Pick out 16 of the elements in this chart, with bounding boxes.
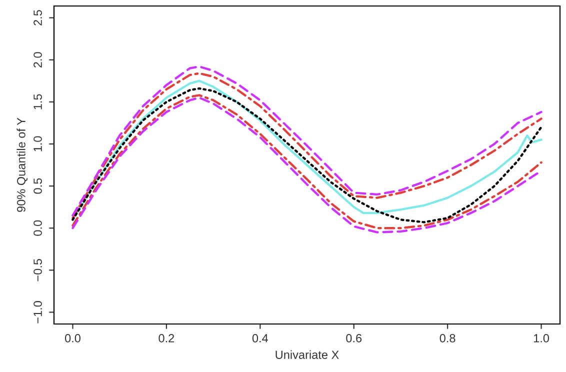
x-tick-label: 0.2 [158, 334, 174, 342]
y-tick-label: −0.5 [34, 259, 42, 282]
x-tick-label: 0.6 [346, 334, 362, 342]
y-tick-label: 1.5 [34, 94, 42, 110]
y-tick-label: −1.0 [34, 301, 42, 324]
x-axis-title: Univariate X [276, 350, 339, 359]
x-tick-label: 1.0 [534, 334, 550, 342]
y-tick-label: 1.0 [34, 136, 42, 152]
y-tick-label: 0.0 [34, 220, 42, 236]
y-tick-label: 0.5 [34, 178, 42, 194]
x-tick-label: 0.4 [252, 334, 268, 342]
y-tick-label: 2.5 [34, 10, 42, 26]
x-tick-label: 0.0 [64, 334, 80, 342]
y-tick-label: 2.0 [34, 52, 42, 68]
y-axis-title: 90% Quantile of Y [16, 118, 28, 212]
x-tick-label: 0.8 [440, 334, 456, 342]
